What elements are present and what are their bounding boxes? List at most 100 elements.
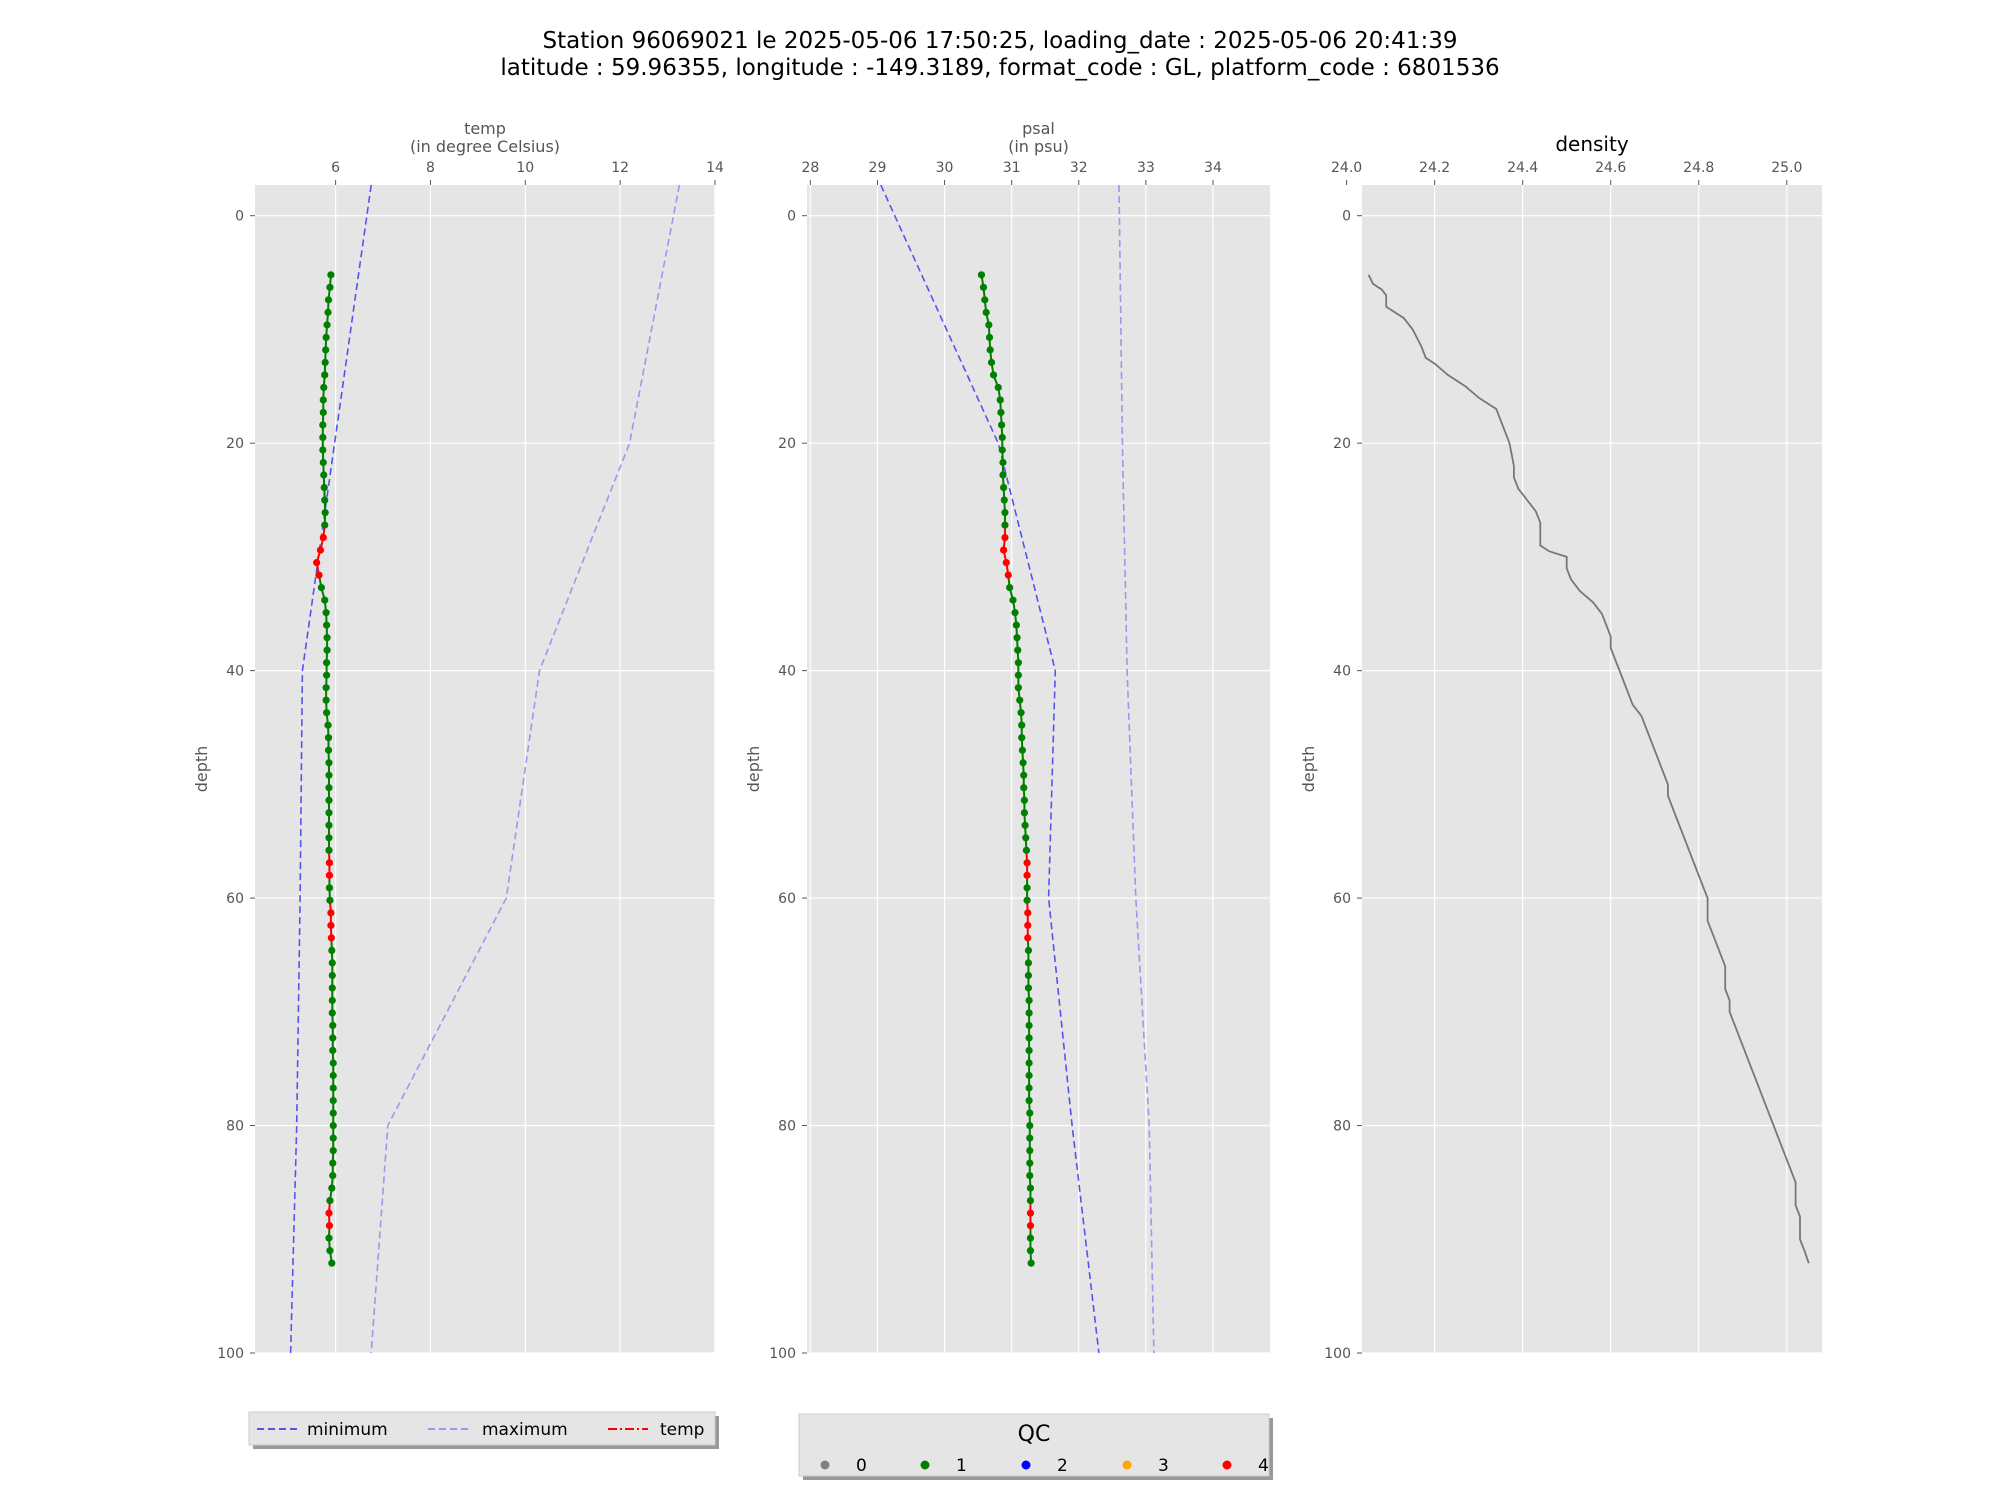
legend-qc-2-label: 2 — [1057, 1456, 1068, 1476]
temp-point-qc1 — [325, 759, 333, 767]
temp-point-qc1 — [324, 721, 332, 729]
temp-point-qc1 — [328, 984, 336, 992]
temp-point-qc1 — [320, 383, 328, 392]
psal-point-qc1 — [998, 446, 1006, 454]
psal-point-qc1 — [1013, 634, 1021, 642]
psal-point-qc1 — [982, 308, 990, 316]
psal-point-qc1 — [1014, 684, 1022, 692]
psal-point-qc1 — [997, 408, 1005, 417]
psal-xtick-label: 30 — [936, 160, 954, 176]
psal-point-qc1 — [1020, 771, 1028, 779]
psal-point-qc1 — [985, 333, 994, 341]
temp-point-qc1 — [323, 634, 331, 642]
density-ytick-label: 60 — [1333, 891, 1351, 907]
psal-point-qc1 — [1011, 609, 1019, 617]
legend-qc-0-marker — [820, 1460, 830, 1470]
temp-point-qc1 — [317, 584, 325, 592]
temp-ytick-label: 0 — [235, 209, 244, 225]
psal-minimum-line — [880, 185, 1100, 1353]
psal-point-qc1 — [1025, 1021, 1033, 1030]
psal-point-qc4 — [1026, 1209, 1035, 1217]
temp-point-qc1 — [328, 1009, 336, 1017]
psal-point-qc1 — [1025, 1034, 1033, 1042]
temp-point-qc1 — [319, 433, 327, 442]
temp-point-qc1 — [320, 483, 328, 492]
legend-qc-4-marker — [1222, 1460, 1232, 1470]
density-line — [1367, 274, 1810, 1264]
psal-point-qc1 — [1019, 759, 1027, 767]
psal-point-qc1 — [1026, 1171, 1034, 1180]
temp-point-qc4 — [325, 1222, 334, 1230]
legend-lines: minimum maximum temp — [248, 1411, 719, 1449]
density-xtick-label: 25.0 — [1771, 160, 1802, 176]
temp-point-qc1 — [323, 659, 331, 667]
psal-xtick-label: 34 — [1204, 160, 1222, 176]
legend-qc: QC 0 1 2 3 4 — [798, 1413, 1273, 1480]
temp-point-qc1 — [329, 1121, 337, 1130]
psal-ytick-label: 100 — [769, 1346, 796, 1362]
temp-point-qc1 — [326, 896, 334, 904]
temp-point-qc1 — [329, 1059, 337, 1067]
legend-qc-frame — [798, 1413, 1270, 1477]
temp-point-qc4 — [325, 859, 334, 867]
temp-point-qc1 — [323, 321, 331, 329]
temp-ytick-label: 100 — [217, 1346, 244, 1362]
temp-plot-area — [255, 185, 715, 1353]
psal-point-qc1 — [997, 421, 1006, 429]
temp-point-qc1 — [325, 884, 334, 892]
psal-xtick-label: 31 — [1003, 160, 1021, 176]
psal-point-qc1 — [1026, 1146, 1034, 1155]
temp-point-qc1 — [321, 596, 329, 604]
legend-qc-1-label: 1 — [956, 1456, 967, 1476]
psal-point-qc1 — [1018, 746, 1026, 754]
psal-point-qc4 — [1024, 934, 1032, 942]
psal-panel: 28 29 30 31 32 33 34 0 20 40 60 80 100 depth psal(in p… — [744, 119, 1270, 1362]
legend-lines-frame — [248, 1411, 716, 1446]
temp-point-qc1 — [326, 1197, 334, 1205]
temp-point-qc1 — [325, 1234, 333, 1242]
temp-xtick-label: 12 — [611, 160, 629, 176]
legend-qc-3-label: 3 — [1158, 1456, 1169, 1476]
legend-qc-1-marker — [920, 1460, 930, 1470]
psal-ytick-label: 80 — [778, 1119, 796, 1135]
temp-point-qc1 — [325, 846, 333, 854]
temp-xtick-label: 14 — [706, 160, 724, 176]
temp-point-qc1 — [325, 784, 333, 792]
density-xtick-label: 24.6 — [1595, 160, 1626, 176]
psal-xtick-label: 32 — [1070, 160, 1088, 176]
temp-maximum-line — [370, 185, 681, 1353]
psal-xlabel-line2: (in psu) — [1008, 137, 1069, 156]
temp-point-qc1 — [319, 408, 327, 417]
temp-point-qc1 — [320, 471, 328, 479]
temp-point-qc1 — [328, 959, 336, 967]
psal-point-qc1 — [998, 433, 1006, 442]
psal-point-qc1 — [1016, 696, 1024, 704]
temp-point-qc4 — [327, 921, 335, 929]
density-ytick-label: 0 — [1342, 209, 1351, 225]
psal-maximum-line — [1118, 185, 1155, 1353]
psal-ytick-label: 40 — [778, 664, 796, 680]
legend-qc-title: QC — [1018, 1422, 1051, 1447]
psal-point-qc1 — [1000, 483, 1008, 492]
legend-temp-label: temp — [660, 1420, 704, 1440]
temp-point-qc1 — [319, 446, 327, 454]
psal-point-qc1 — [1025, 1096, 1033, 1105]
psal-point-qc1 — [1023, 884, 1031, 892]
psal-point-qc4 — [1000, 546, 1008, 554]
psal-point-qc1 — [1027, 1259, 1035, 1267]
temp-point-qc4 — [313, 558, 321, 567]
psal-xtick-label: 33 — [1137, 160, 1155, 176]
psal-point-qc1 — [1014, 671, 1022, 679]
figure-title-line1: Station 96069021 le 2025-05-06 17:50:25,… — [543, 28, 1458, 54]
psal-point-qc1 — [1024, 971, 1033, 980]
temp-ylabel: depth — [192, 746, 211, 793]
density-xtick-label: 24.4 — [1507, 160, 1538, 176]
psal-point-qc1 — [1014, 646, 1022, 654]
temp-point-qc1 — [328, 971, 336, 980]
psal-point-qc1 — [999, 458, 1007, 467]
psal-plot-group — [880, 185, 1155, 1353]
temp-point-qc1 — [325, 834, 333, 842]
psal-point-qc1 — [1026, 1247, 1035, 1255]
temp-panel: 6 8 10 12 14 0 20 40 60 80 100 depth temp(in degree … — [192, 119, 724, 1362]
